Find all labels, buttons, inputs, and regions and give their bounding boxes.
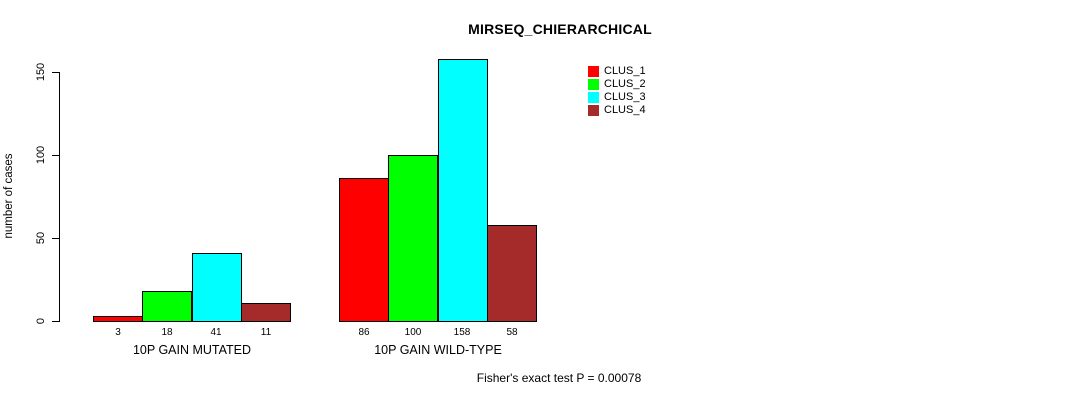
y-axis-tick bbox=[52, 155, 59, 156]
legend-row-clus_3: CLUS_3 bbox=[588, 89, 646, 104]
chart-title: MIRSEQ_CHIERARCHICAL bbox=[468, 21, 652, 37]
legend-row-clus_4: CLUS_4 bbox=[588, 102, 646, 117]
legend-swatch-clus_1 bbox=[588, 66, 599, 78]
bar-clus_2-1 bbox=[142, 291, 192, 322]
bar-value-label: 86 bbox=[358, 327, 370, 338]
fisher-test-annotation: Fisher's exact test P = 0.00078 bbox=[476, 371, 642, 385]
bar-clus_3-2 bbox=[438, 59, 488, 322]
bar-value-label: 11 bbox=[260, 327, 272, 338]
bar-value-label: 158 bbox=[453, 327, 471, 338]
legend-label-clus_4: CLUS_4 bbox=[604, 103, 646, 116]
bar-clus_2-2 bbox=[388, 155, 438, 322]
legend-label-clus_3: CLUS_3 bbox=[604, 90, 646, 103]
legend-label-clus_2: CLUS_2 bbox=[604, 77, 646, 90]
y-axis-tick-label: 0 bbox=[35, 317, 47, 325]
legend: CLUS_1 CLUS_2 CLUS_3 CLUS_4 bbox=[588, 63, 646, 117]
bar-value-label: 41 bbox=[210, 327, 222, 338]
y-axis-tick bbox=[52, 238, 59, 239]
legend-label-clus_1: CLUS_1 bbox=[604, 64, 646, 77]
bar-value-label: 18 bbox=[161, 327, 173, 338]
bar-value-label: 58 bbox=[506, 327, 518, 338]
bar-clus_4-1 bbox=[241, 303, 291, 322]
bar-value-label: 100 bbox=[404, 327, 422, 338]
bar-clus_1-2 bbox=[339, 178, 389, 322]
legend-row-clus_2: CLUS_2 bbox=[588, 76, 646, 91]
legend-swatch-clus_4 bbox=[588, 105, 599, 117]
legend-row-clus_1: CLUS_1 bbox=[588, 63, 646, 78]
y-axis-tick bbox=[52, 321, 59, 322]
bar-clus_1-1 bbox=[93, 316, 143, 322]
bar-value-label: 3 bbox=[115, 327, 121, 338]
x-axis-category-label: 10P GAIN WILD-TYPE bbox=[374, 343, 502, 357]
y-axis-tick-label: 100 bbox=[35, 145, 47, 165]
bar-clus_4-2 bbox=[487, 225, 537, 322]
y-axis-tick-label: 150 bbox=[35, 62, 47, 82]
bar-clus_3-1 bbox=[192, 253, 242, 322]
y-axis-tick bbox=[52, 72, 59, 73]
y-axis-tick-label: 50 bbox=[35, 231, 47, 245]
y-axis-line bbox=[59, 72, 60, 322]
x-axis-category-label: 10P GAIN MUTATED bbox=[132, 343, 252, 357]
legend-swatch-clus_3 bbox=[588, 92, 599, 104]
legend-swatch-clus_2 bbox=[588, 79, 599, 91]
